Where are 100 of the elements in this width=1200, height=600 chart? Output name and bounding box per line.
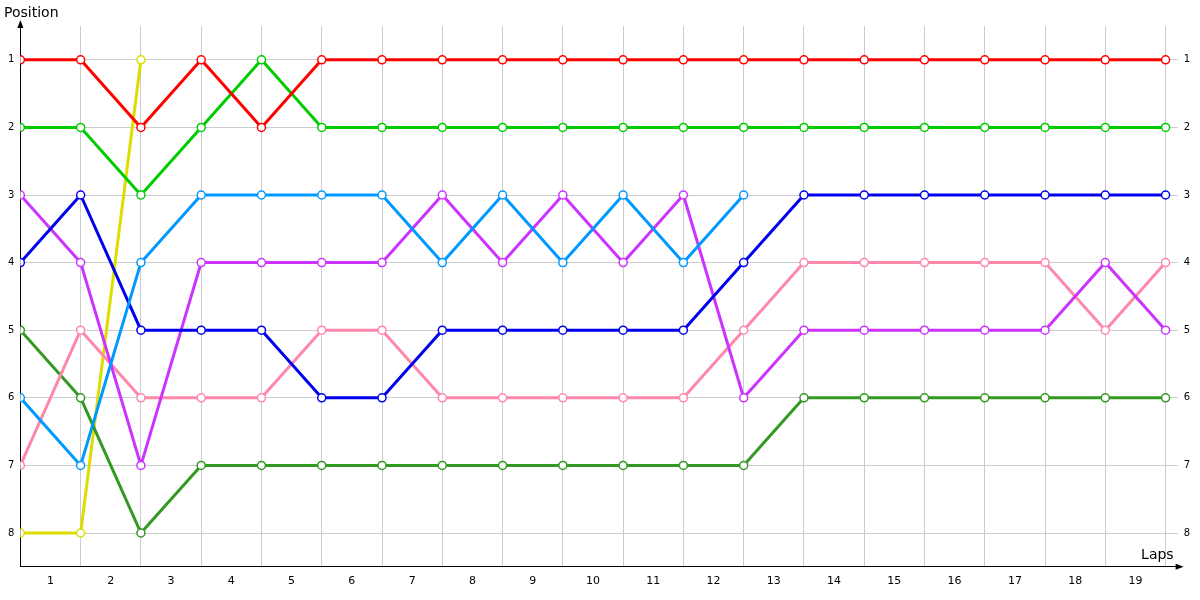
point	[256, 55, 267, 65]
point	[678, 122, 689, 133]
y-axis-title: Position	[4, 3, 59, 20]
point	[738, 325, 749, 335]
point	[316, 460, 327, 471]
point	[316, 122, 327, 133]
point	[1040, 190, 1050, 200]
point	[1100, 190, 1111, 200]
point	[1160, 190, 1171, 200]
x-tick-label: 15	[887, 574, 902, 588]
point	[859, 122, 869, 133]
y2-tick-label: 5	[1183, 323, 1191, 335]
point	[437, 122, 448, 133]
point	[859, 393, 869, 403]
y2-tick-label: 4	[1183, 256, 1191, 268]
point	[919, 325, 930, 335]
y-tick-label: 4	[7, 256, 15, 268]
y-tick-label: 1	[7, 53, 15, 65]
point	[377, 460, 387, 471]
point	[618, 190, 628, 200]
point	[1040, 325, 1050, 335]
point	[919, 122, 930, 133]
point	[1040, 257, 1050, 268]
x-tick-label: 16	[947, 574, 962, 588]
point	[678, 55, 689, 65]
point	[799, 257, 809, 268]
point	[618, 55, 628, 65]
point	[558, 460, 568, 471]
point	[196, 55, 206, 65]
point	[136, 257, 146, 268]
point	[919, 190, 930, 200]
x-tick-label: 14	[827, 574, 842, 588]
point	[196, 190, 206, 200]
point	[196, 122, 206, 133]
point	[497, 393, 508, 403]
point	[136, 190, 146, 200]
point	[980, 122, 990, 133]
point	[558, 55, 568, 65]
point	[497, 55, 508, 65]
x-tick-label: 9	[529, 574, 537, 588]
point	[618, 325, 628, 335]
point	[1040, 122, 1050, 133]
point	[437, 393, 448, 403]
point	[678, 325, 689, 335]
x-tick-label: 1	[47, 574, 54, 588]
point	[980, 55, 990, 65]
point	[799, 325, 809, 335]
point	[1160, 257, 1171, 268]
x-tick-label: 19	[1128, 574, 1143, 588]
point	[738, 190, 749, 200]
point	[799, 190, 809, 200]
point	[1100, 55, 1111, 65]
x-tick-label: 2	[107, 574, 115, 588]
x-tick-label: 11	[646, 574, 661, 588]
point	[558, 257, 568, 268]
point	[316, 393, 327, 403]
point	[497, 122, 508, 133]
y-tick-label: 6	[7, 391, 15, 403]
point	[256, 325, 267, 335]
point	[437, 190, 448, 200]
point	[980, 257, 990, 268]
point	[136, 55, 146, 65]
y2-tick-label: 3	[1183, 188, 1191, 200]
point	[678, 257, 689, 268]
point	[558, 122, 568, 133]
point	[256, 190, 267, 200]
point	[75, 528, 86, 538]
point	[558, 325, 568, 335]
point	[859, 55, 869, 65]
point	[136, 325, 146, 335]
point	[558, 190, 568, 200]
point	[919, 55, 930, 65]
point	[1040, 393, 1050, 403]
point	[196, 257, 206, 268]
point	[618, 122, 628, 133]
point	[618, 257, 628, 268]
point	[136, 393, 146, 403]
point	[497, 190, 508, 200]
point	[437, 55, 448, 65]
point	[738, 122, 749, 133]
point	[75, 257, 86, 268]
point	[437, 257, 448, 268]
point	[437, 460, 448, 471]
point	[377, 325, 387, 335]
x-tick-label: 17	[1007, 574, 1022, 588]
point	[377, 393, 387, 403]
y2-tick-label: 1	[1183, 53, 1191, 65]
x-tick-label: 7	[408, 574, 416, 588]
point	[377, 55, 387, 65]
point	[196, 393, 206, 403]
x-tick-label: 4	[227, 574, 235, 588]
point	[316, 190, 327, 200]
point	[1100, 325, 1111, 335]
point	[316, 257, 327, 268]
point	[738, 393, 749, 403]
point	[196, 460, 206, 471]
point	[196, 325, 206, 335]
y2-tick-label: 8	[1183, 526, 1191, 538]
x-axis-title: Laps	[1141, 546, 1174, 563]
point	[377, 122, 387, 133]
